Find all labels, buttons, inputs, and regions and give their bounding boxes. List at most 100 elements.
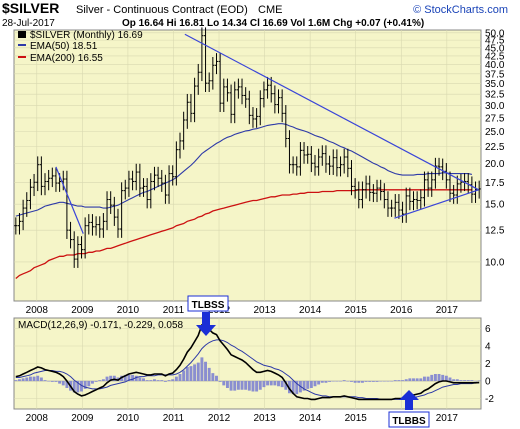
macd-histogram-bar (463, 380, 467, 381)
macd-histogram-bar (295, 381, 299, 395)
macd-histogram-bar (371, 381, 375, 382)
macd-histogram-bar (32, 376, 36, 381)
macd-x-tick-label: 2015 (345, 413, 368, 424)
price-x-tick-label: 2009 (71, 305, 94, 316)
macd-histogram-bar (269, 381, 273, 386)
symbol-title: $SILVER (2, 0, 59, 16)
contract-name: Silver - Continuous Contract (EOD) (76, 4, 248, 16)
macd-histogram-bar (229, 381, 233, 391)
macd-y-tick-label: 2 (485, 359, 491, 370)
macd-histogram-bar (466, 380, 470, 381)
macd-histogram-bar (65, 381, 69, 388)
macd-histogram-bar (251, 381, 255, 392)
price-bars (14, 27, 481, 268)
tlbss-box (187, 295, 229, 312)
quote-date: 28-Jul-2017 (2, 18, 55, 29)
macd-histogram-bar (452, 379, 456, 381)
macd-histogram-bar (36, 375, 40, 381)
price-y-tick-label: 25.0 (485, 127, 505, 138)
macd-histogram (14, 357, 481, 395)
macd-histogram-bar (397, 380, 401, 381)
price-y-tick-label: 27.5 (485, 113, 505, 124)
tlbss-label: TLBSS (192, 300, 225, 311)
macd-histogram-bar (61, 381, 65, 386)
macd-histogram-bar (357, 381, 361, 383)
tlbss-arrow-icon (196, 312, 216, 336)
macd-histogram-bar (58, 381, 62, 384)
macd-histogram-bar (163, 381, 167, 382)
macd-histogram-bar (174, 376, 178, 381)
price-y-tick-label: 30.0 (485, 101, 505, 112)
macd-histogram-bar (167, 380, 171, 381)
price-grid (14, 30, 481, 301)
macd-histogram-bar (123, 374, 127, 381)
macd-histogram-bar (390, 381, 394, 382)
macd-histogram-bar (178, 374, 182, 381)
macd-x-tick-label: 2009 (71, 413, 94, 424)
macd-histogram-bar (441, 374, 445, 381)
trendline-downtrend (184, 33, 480, 191)
macd-histogram-bar (101, 379, 105, 381)
macd-histogram-bar (328, 381, 332, 382)
macd-x-tick-label: 2014 (299, 413, 322, 424)
ema200-line (15, 189, 472, 279)
macd-x-tick-label: 2013 (253, 413, 276, 424)
macd-histogram-bar (131, 374, 135, 381)
macd-histogram-bar (360, 381, 364, 383)
macd-histogram-bar (309, 381, 313, 388)
macd-histogram-bar (320, 381, 324, 383)
macd-histogram-bar (134, 375, 138, 381)
price-y-tick-label: 20.0 (485, 159, 505, 170)
macd-histogram-bar (196, 362, 200, 381)
macd-histogram-bar (211, 373, 215, 381)
macd-y-tick-label: 0 (485, 377, 491, 388)
macd-histogram-bar (317, 381, 321, 385)
macd-histogram-bar (87, 381, 91, 387)
macd-histogram-bar (109, 375, 113, 381)
macd-histogram-bar (193, 364, 197, 381)
ema50-line (15, 123, 473, 217)
price-legend-swatch (18, 31, 26, 38)
macd-histogram-bar (21, 378, 25, 381)
macd-histogram-bar (112, 375, 116, 381)
price-y-tick-label: 47.5 (485, 36, 505, 47)
macd-histogram-bar (284, 381, 288, 390)
macd-histogram-bar (72, 381, 76, 393)
macd-histogram-bar (105, 376, 109, 381)
macd-histogram-bar (277, 381, 280, 387)
macd-histogram-bar (262, 381, 266, 388)
macd-histogram-bar (324, 381, 328, 383)
macd-histogram-bar (142, 378, 145, 381)
macd-histogram-bar (25, 377, 29, 381)
tlbbs-box (388, 411, 430, 428)
macd-x-tick-label: 2017 (436, 413, 459, 424)
price-y-tick-label: 45.0 (485, 43, 505, 54)
macd-histogram-bar (90, 381, 94, 384)
macd-histogram-bar (430, 374, 434, 381)
macd-histogram-bar (200, 357, 204, 381)
macd-histogram-bar (353, 381, 357, 383)
macd-histogram-bar (382, 381, 386, 382)
macd-histogram-bar (422, 376, 426, 381)
macd-histogram-bar (80, 381, 83, 392)
macd-histogram-bar (149, 380, 153, 381)
macd-legend: MACD(12,26,9) -0.171, -0.229, 0.058 (18, 320, 184, 331)
macd-histogram-bar (225, 381, 229, 388)
macd-histogram-bar (54, 381, 58, 382)
macd-histogram-bar (43, 380, 47, 381)
stockcharts-brand: © StockCharts.com (413, 4, 508, 16)
price-y-tick-label: 12.5 (485, 226, 505, 237)
ema200-legend: EMA(200) 16.55 (30, 53, 103, 64)
macd-histogram-bar (240, 381, 244, 390)
macd-histogram-bar (302, 381, 306, 391)
macd-histogram-bar (368, 381, 372, 382)
macd-x-tick-label: 2011 (163, 413, 185, 424)
macd-histogram-bar (444, 375, 448, 381)
macd-histogram-bar (386, 381, 390, 382)
macd-histogram-bar (306, 381, 310, 389)
price-x-tick-label: 2015 (345, 305, 368, 316)
macd-histogram-bar (156, 380, 160, 381)
price-x-tick-label: 2011 (163, 305, 185, 316)
macd-histogram-bar (255, 381, 259, 392)
macd-histogram-bar (215, 375, 218, 381)
